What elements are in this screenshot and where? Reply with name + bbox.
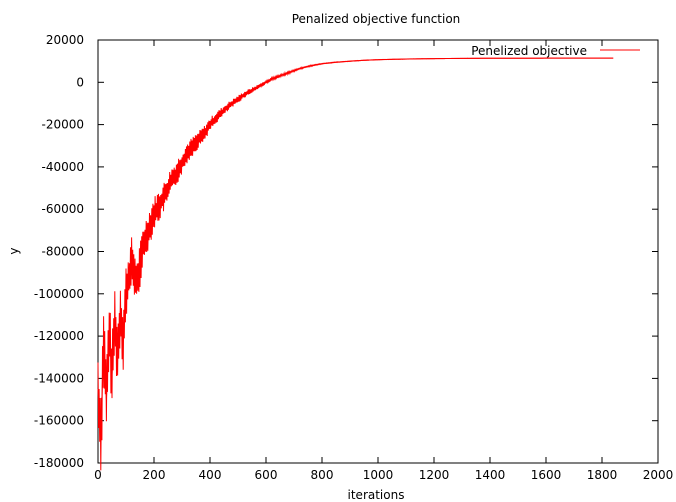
y-axis-label: y (7, 247, 21, 254)
x-tick-label: 1400 (475, 468, 506, 482)
series-noise-penelized-objective (97, 57, 614, 471)
y-tick-label: -80000 (41, 245, 84, 259)
series-line-penelized-objective (97, 57, 614, 438)
x-tick-label: 1800 (587, 468, 618, 482)
y-tick-label: -40000 (41, 160, 84, 174)
legend-label-penelized-objective: Penelized objective (471, 44, 587, 58)
chart-title: Penalized objective function (292, 12, 461, 26)
y-tick-label: -180000 (34, 456, 84, 470)
x-tick-label: 400 (199, 468, 222, 482)
series-layer (97, 57, 614, 471)
y-tick-label: -140000 (34, 371, 84, 385)
y-axis: 20000 0 -20000 -40000 -60000 -80000 -100000 -12… (34, 33, 658, 470)
x-tick-label: 2000 (643, 468, 674, 482)
x-tick-label: 0 (94, 468, 102, 482)
y-tick-label: 20000 (46, 33, 84, 47)
y-tick-label: 0 (76, 75, 84, 89)
y-tick-label: -60000 (41, 202, 84, 216)
y-tick-label: -160000 (34, 414, 84, 428)
y-tick-label: -100000 (34, 287, 84, 301)
x-tick-label: 200 (143, 468, 166, 482)
x-tick-label: 1000 (363, 468, 394, 482)
x-axis-label: iterations (348, 488, 405, 502)
y-tick-label: -20000 (41, 118, 84, 132)
x-tick-label: 800 (311, 468, 334, 482)
x-tick-label: 1200 (419, 468, 450, 482)
x-tick-label: 600 (255, 468, 278, 482)
x-axis: 0 200 400 600 800 1000 1200 1400 1600 1800 2000 (94, 40, 673, 482)
legend: Penelized objective (471, 44, 640, 58)
y-tick-label: -120000 (34, 329, 84, 343)
x-tick-label: 1600 (531, 468, 562, 482)
plot-frame (97, 39, 659, 464)
